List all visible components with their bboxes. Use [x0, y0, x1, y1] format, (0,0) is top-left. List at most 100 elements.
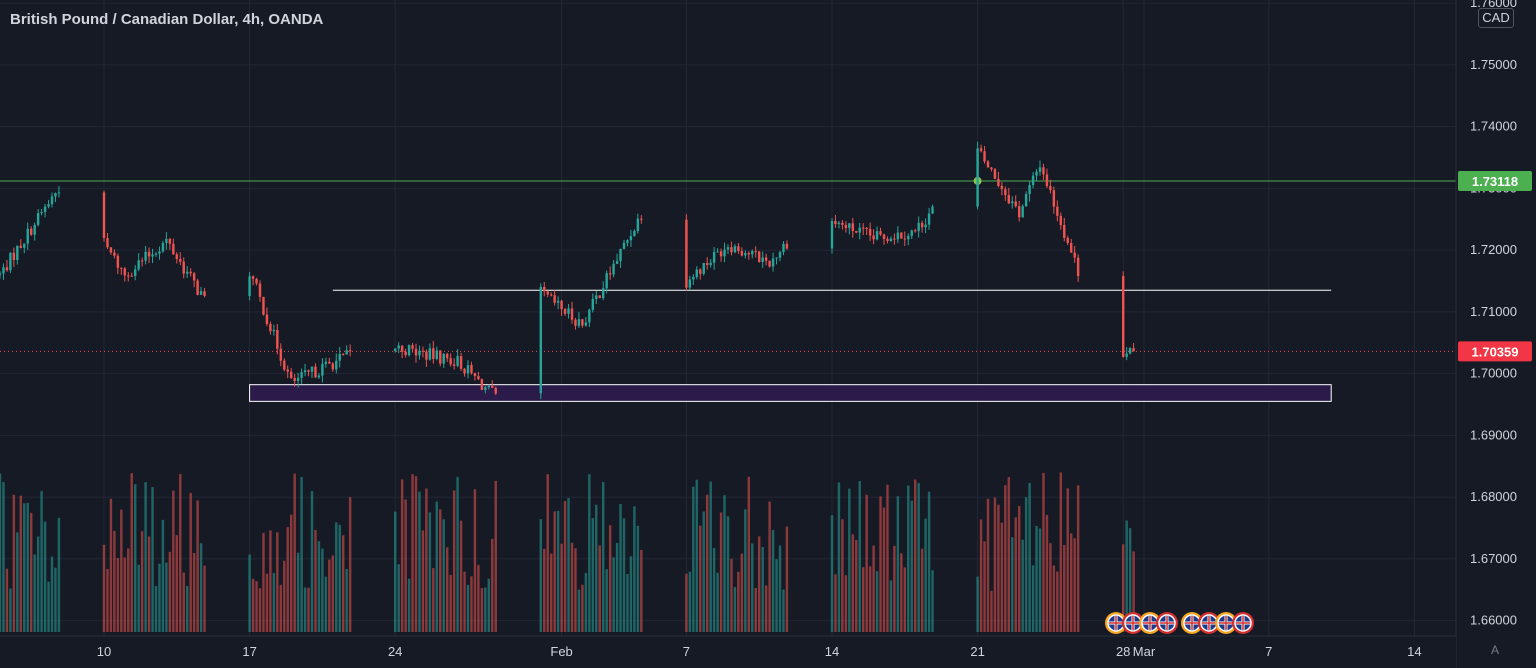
volume-bar — [158, 563, 161, 632]
volume-bar — [757, 536, 761, 632]
candle-body — [1066, 237, 1069, 244]
candle-body — [903, 238, 907, 240]
candle-body — [695, 269, 699, 278]
uk-flag-icon[interactable] — [1181, 612, 1203, 634]
volume-bar — [747, 476, 751, 632]
volume-bar — [109, 498, 113, 632]
candle-body — [182, 261, 185, 274]
volume-bar — [47, 581, 50, 632]
candle-body — [910, 230, 913, 236]
candle-body — [338, 353, 341, 361]
volume-bar — [893, 545, 896, 632]
candle-body — [113, 252, 116, 256]
price-tick-label: 1.70000 — [1470, 366, 1517, 381]
volume-bar — [626, 574, 629, 632]
candle-body — [140, 260, 144, 262]
candle-body — [470, 365, 473, 374]
volume-bar — [719, 512, 723, 632]
volume-bar — [185, 585, 189, 632]
event-flags[interactable] — [1105, 612, 1254, 634]
candle-body — [851, 223, 855, 231]
volume-bar — [900, 553, 903, 632]
volume-bar — [0, 473, 2, 632]
candle-body — [0, 273, 2, 275]
candle-body — [983, 151, 986, 162]
volume-bar — [556, 510, 560, 632]
candle-body — [459, 356, 463, 369]
candle-body — [310, 366, 314, 372]
candle-body — [868, 228, 872, 236]
volume-bar — [310, 490, 314, 632]
candle-body — [771, 258, 775, 267]
candle-body — [719, 251, 723, 257]
candle-body — [1021, 206, 1024, 218]
candle-body — [563, 309, 567, 314]
resistance-price-label-bg — [1458, 171, 1532, 192]
candle-body — [348, 350, 352, 352]
volume-bar — [1073, 538, 1076, 632]
volume-bar — [726, 516, 730, 632]
candle-body — [19, 245, 23, 248]
volume-bar — [882, 507, 886, 632]
volume-bar — [903, 567, 907, 632]
volume-bar — [785, 526, 789, 632]
volume-bar — [699, 525, 702, 632]
volume-bar — [40, 491, 43, 632]
candle-body — [595, 295, 598, 299]
volume-bar — [629, 556, 633, 632]
price-tick-label: 1.74000 — [1470, 119, 1517, 134]
candle-body — [1017, 206, 1021, 218]
candle-body — [861, 227, 865, 229]
candle-body — [345, 350, 348, 355]
uk-flag-icon[interactable] — [1105, 612, 1127, 634]
volume-bar — [709, 481, 712, 632]
volume-bar — [563, 501, 567, 632]
volume-bar — [456, 476, 459, 632]
volume-bar — [439, 509, 442, 632]
volume-bar — [1004, 485, 1007, 632]
uk-flag-icon[interactable] — [1122, 612, 1144, 634]
currency-button[interactable]: CAD — [1478, 8, 1514, 28]
support-zone[interactable] — [249, 384, 1332, 402]
uk-flag-icon[interactable] — [1156, 612, 1178, 634]
volume-bar — [314, 530, 317, 632]
volume-bar — [196, 500, 199, 632]
time-tick-label: 28 — [1116, 644, 1130, 659]
volume-bar — [1007, 477, 1011, 632]
candle-body — [712, 252, 716, 263]
candle-body — [57, 192, 61, 194]
uk-flag-icon[interactable] — [1232, 612, 1254, 634]
volume-bar — [598, 545, 601, 632]
volume-bar — [1035, 525, 1038, 632]
candle-body — [764, 257, 768, 261]
volume-bar — [574, 548, 577, 632]
candle-body — [716, 251, 719, 253]
candle-body — [487, 385, 491, 388]
volume-bar — [29, 512, 33, 632]
candle-body — [258, 283, 262, 297]
candle-body — [761, 257, 764, 263]
volume-bar — [1011, 537, 1014, 632]
candle-body — [709, 262, 712, 266]
candle-body — [120, 267, 123, 269]
support-zone-rect[interactable] — [249, 384, 1332, 402]
uk-flag-icon[interactable] — [1215, 612, 1237, 634]
chart-title: British Pound / Canadian Dollar, 4h, OAN… — [10, 11, 324, 28]
volume-bar — [338, 524, 341, 632]
drawn-lines[interactable] — [0, 176, 1456, 352]
candle-body — [328, 361, 331, 364]
uk-flag-icon[interactable] — [1139, 612, 1161, 634]
candle-body — [584, 322, 588, 326]
candle-body — [189, 271, 192, 274]
candle-body — [43, 206, 47, 213]
candle-body — [435, 350, 439, 359]
volume-bar — [1024, 497, 1028, 632]
candle-body — [882, 234, 886, 239]
price-tick-label: 1.67000 — [1470, 551, 1517, 566]
volume-bar — [43, 521, 47, 632]
candle-body — [314, 366, 317, 378]
volume-bar — [986, 498, 990, 632]
volume-bar — [615, 542, 619, 632]
auto-scale-button[interactable]: A — [1490, 643, 1499, 657]
